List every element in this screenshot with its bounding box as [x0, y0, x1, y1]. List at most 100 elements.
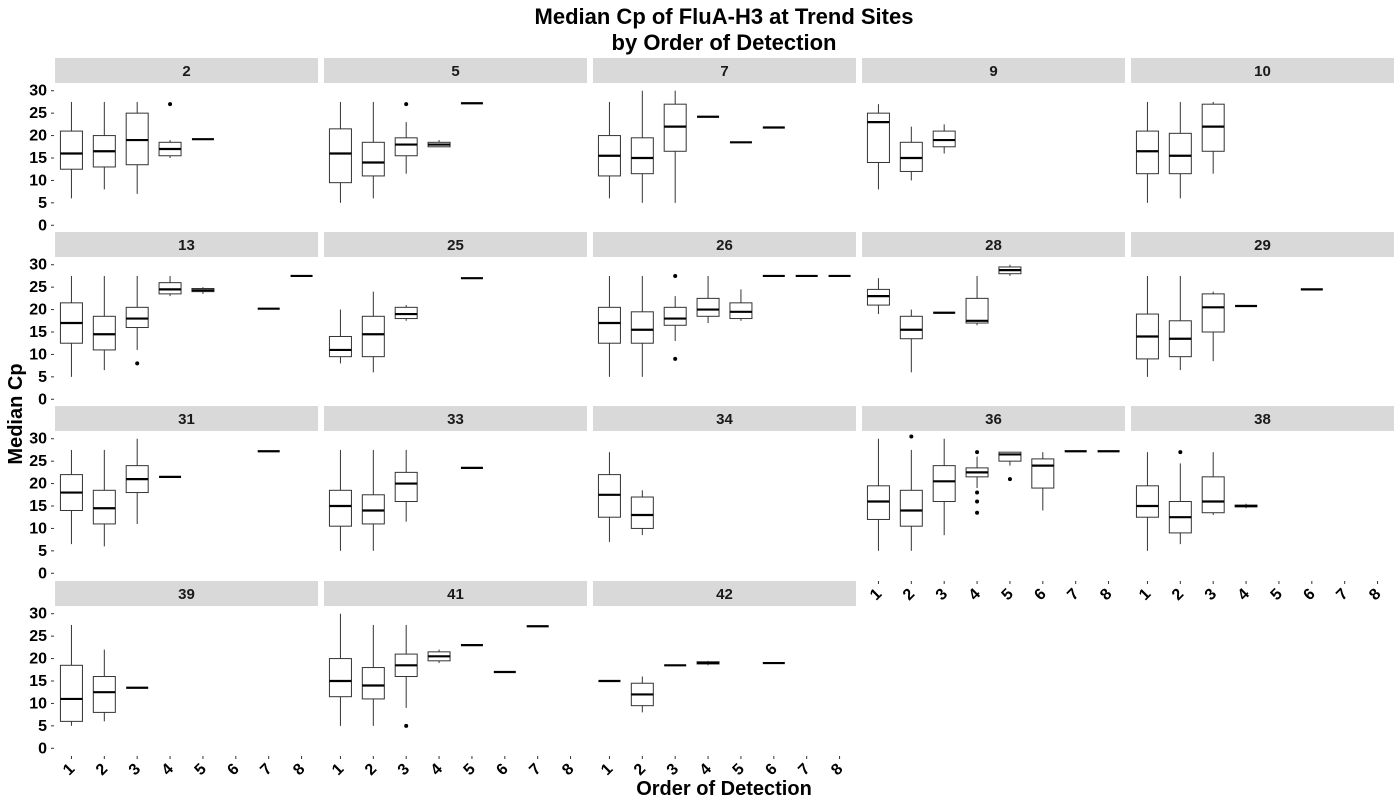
facet-panel-9: 9 — [862, 58, 1125, 190]
box-iqr — [932, 465, 956, 503]
box-iqr — [630, 496, 654, 529]
y-tick-label: 0 — [38, 565, 47, 582]
box-cat-5 — [191, 287, 215, 294]
box-cat-2 — [92, 649, 116, 722]
strip-background — [593, 581, 856, 606]
box-cat-1 — [1135, 101, 1159, 203]
strip-background — [324, 58, 587, 83]
facet-panel-7: 7 — [593, 58, 856, 203]
box-cat-3 — [932, 124, 956, 154]
strip-background — [324, 406, 587, 431]
box-cat-1 — [59, 275, 83, 377]
strip-background — [862, 232, 1125, 257]
box-cat-2 — [92, 101, 116, 190]
y-tick-label: 0 — [38, 391, 47, 408]
box-cat-2 — [630, 90, 654, 203]
box-iqr — [899, 141, 923, 172]
facet-panel-41: 41 1 2 3 4 5 6 7 8 — [324, 581, 587, 779]
box-cat-1 — [1135, 452, 1159, 551]
box-cat-3 — [125, 101, 149, 194]
x-axis-title: Order of Detection — [636, 778, 812, 800]
strip-label: 2 — [182, 63, 190, 80]
box-cat-4 — [965, 275, 989, 326]
y-tick-label: 5 — [38, 195, 47, 212]
outlier-point — [404, 723, 409, 728]
x-tick-label: 7 — [795, 761, 813, 779]
facet-panel-38: 38 1 2 3 4 5 6 7 8 — [1131, 406, 1394, 604]
box-iqr — [1135, 485, 1159, 518]
outlier-point — [975, 499, 980, 504]
strip-label: 33 — [447, 411, 464, 428]
box-cat-1 — [597, 101, 621, 199]
y-axis-title: Median Cp — [5, 363, 27, 464]
y-tick-label: 15 — [29, 498, 47, 515]
chart-title-line-1: Median Cp of FluA-H3 at Trend Sites — [535, 4, 914, 29]
box-cat-4 — [696, 660, 720, 666]
box-iqr — [866, 485, 890, 520]
x-tick-label: 6 — [1031, 586, 1049, 604]
strip-label: 38 — [1254, 411, 1271, 428]
strip-label: 42 — [716, 586, 733, 603]
x-tick-label: 8 — [290, 761, 308, 779]
x-tick-label: 7 — [1064, 586, 1082, 604]
x-tick-label: 1 — [598, 761, 616, 779]
box-cat-1 — [59, 449, 83, 545]
facet-panel-29: 29 — [1131, 232, 1394, 377]
box-cat-1 — [866, 438, 890, 551]
box-cat-4 — [965, 450, 989, 515]
facet-panel-10: 10 — [1131, 58, 1394, 203]
outlier-point — [135, 361, 140, 366]
y-tick-label: 30 — [29, 257, 47, 274]
box-cat-3 — [394, 449, 418, 522]
box-cat-6 — [1031, 452, 1055, 511]
box-iqr — [1201, 103, 1225, 152]
strip-label: 7 — [720, 63, 728, 80]
x-tick-label: 3 — [1202, 586, 1220, 604]
y-tick-label: 10 — [29, 695, 47, 712]
strip-label: 26 — [716, 237, 733, 254]
box-iqr — [630, 311, 654, 344]
box-cat-1 — [1135, 275, 1159, 377]
strip-label: 29 — [1254, 237, 1271, 254]
outlier-point — [909, 434, 914, 439]
x-tick-label: 2 — [362, 761, 380, 779]
strip-background — [1131, 232, 1394, 257]
box-iqr — [125, 112, 149, 166]
box-cat-1 — [328, 449, 352, 551]
box-iqr — [59, 664, 83, 722]
box-iqr — [663, 306, 687, 326]
x-tick-label: 1 — [867, 586, 885, 604]
box-cat-3 — [663, 273, 687, 361]
y-tick-label: 10 — [29, 172, 47, 189]
box-iqr — [92, 489, 116, 525]
facet-panel-28: 28 — [862, 232, 1125, 373]
y-tick-label: 25 — [29, 453, 47, 470]
strip-background — [862, 58, 1125, 83]
y-tick-label: 15 — [29, 150, 47, 167]
outlier-point — [673, 356, 678, 361]
x-tick-label: 2 — [1169, 586, 1187, 604]
box-cat-2 — [92, 275, 116, 371]
box-cat-2 — [630, 490, 654, 536]
outlier-point — [975, 450, 980, 455]
box-cat-3 — [394, 305, 418, 321]
outlier-point — [1178, 450, 1183, 455]
box-cat-2 — [630, 676, 654, 713]
x-tick-label: 2 — [631, 761, 649, 779]
strip-background — [55, 232, 318, 257]
box-iqr — [361, 667, 385, 700]
x-tick-label: 6 — [1300, 586, 1318, 604]
x-tick-label: 1 — [1136, 586, 1154, 604]
box-cat-5 — [998, 264, 1022, 276]
box-iqr — [394, 137, 418, 157]
strip-background — [1131, 58, 1394, 83]
box-iqr — [729, 302, 753, 320]
box-cat-4 — [427, 649, 451, 664]
y-tick-label: 20 — [29, 128, 47, 145]
box-cat-4 — [1234, 503, 1258, 509]
x-tick-label: 4 — [428, 761, 446, 779]
box-cat-1 — [59, 101, 83, 199]
x-tick-label: 7 — [526, 761, 544, 779]
box-cat-1 — [59, 624, 83, 726]
facet-panel-5: 5 — [324, 58, 587, 203]
